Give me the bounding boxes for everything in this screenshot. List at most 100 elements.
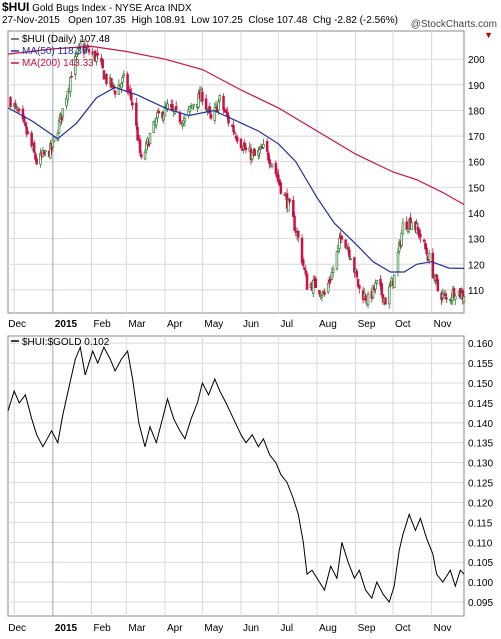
candle-body — [344, 239, 347, 248]
candle-up — [462, 291, 466, 305]
open-value: 107.35 — [95, 15, 126, 26]
candle-up — [331, 265, 335, 277]
price-candles — [9, 39, 466, 309]
candle-body — [314, 278, 317, 289]
candle-body — [70, 75, 73, 78]
candle-up — [121, 75, 124, 87]
candle-body — [326, 283, 330, 293]
candle-body — [392, 274, 396, 289]
candle-down — [136, 122, 139, 141]
candle-body — [355, 270, 359, 278]
candle-body — [96, 53, 99, 56]
candle-body — [171, 104, 174, 110]
x-tick-label: Feb — [93, 319, 111, 330]
candle-body — [353, 257, 356, 273]
candle-down — [17, 108, 21, 114]
ratio-tick-label: 0.155 — [468, 359, 493, 370]
candle-up — [270, 163, 274, 169]
price-tick-label: 190 — [468, 81, 485, 92]
candle-body — [126, 74, 129, 92]
candle-body — [183, 117, 187, 122]
candle-body — [105, 73, 108, 84]
candle-body — [87, 49, 91, 53]
candle-body — [349, 258, 352, 260]
candle-up — [61, 108, 65, 123]
candle-body — [121, 77, 124, 83]
candle-down — [265, 138, 269, 155]
candle-body — [374, 282, 377, 290]
candle-body — [206, 109, 209, 112]
candle-body — [387, 286, 391, 305]
candle-body — [174, 105, 178, 111]
candle-body — [304, 270, 308, 275]
x-tick-label: Jul — [280, 319, 293, 330]
candle-up — [217, 98, 220, 115]
candle-body — [192, 104, 195, 107]
candle-body — [85, 47, 88, 51]
candle-body — [380, 283, 384, 296]
candle-body — [140, 153, 143, 158]
candle-body — [445, 297, 448, 300]
candle-body — [240, 149, 244, 151]
candle-body — [148, 133, 152, 144]
candle-down — [253, 147, 256, 156]
candle-body — [217, 101, 220, 111]
candle-body — [244, 147, 248, 151]
candle-down — [201, 87, 204, 106]
x-tick-label: Nov — [434, 319, 452, 330]
candle-up — [262, 138, 265, 150]
chart-header-quote: 27-Nov-2015 Open 107.35 High 108.91 Low … — [2, 15, 398, 26]
candle-body — [137, 137, 141, 140]
ratio-tick-label: 0.110 — [468, 538, 493, 549]
candle-body — [52, 136, 56, 142]
legend-ma50: MA(50) 118.39 — [22, 46, 88, 57]
candle-body — [233, 132, 237, 134]
candle-body — [110, 77, 113, 88]
price-tick-label: 180 — [468, 106, 485, 117]
candle-body — [384, 297, 387, 305]
chg-value: -2.82 (-2.56%) — [334, 15, 398, 26]
candle-body — [156, 112, 159, 119]
candle-body — [431, 252, 435, 279]
candle-body — [410, 222, 413, 230]
candle-body — [17, 108, 21, 111]
candle-body — [366, 293, 370, 306]
candle-body — [323, 291, 326, 295]
candle-body — [305, 273, 309, 290]
candle-down — [353, 256, 356, 278]
x-tick-label: Dec — [8, 623, 26, 634]
candle-up — [375, 279, 379, 285]
candle-body — [401, 222, 405, 235]
candle-up — [218, 94, 222, 104]
candle-down — [113, 89, 117, 98]
x-tick-label: 2015 — [55, 319, 78, 330]
legend-ma200: MA(200) 143.33 — [22, 58, 94, 69]
x-tick-label: May — [204, 319, 223, 330]
ratio-tick-label: 0.150 — [468, 379, 493, 390]
open-label: Open — [68, 15, 93, 26]
candle-down — [235, 135, 239, 144]
candle-body — [454, 295, 457, 300]
candle-down — [436, 275, 440, 293]
price-tick-label: 200 — [468, 55, 485, 66]
exchange: INDX — [167, 3, 192, 14]
candle-down — [9, 95, 12, 108]
candle-down — [87, 45, 91, 56]
candle-body — [267, 152, 270, 161]
candle-up — [143, 148, 147, 161]
candle-body — [302, 259, 305, 266]
candle-up — [387, 282, 391, 309]
candle-down — [305, 271, 309, 290]
x-tick-label: Feb — [93, 623, 111, 634]
candle-body — [419, 233, 422, 238]
candle-down — [358, 284, 361, 294]
x-tick-label: Sep — [358, 623, 376, 634]
candle-down — [25, 121, 28, 138]
x-tick-label: Apr — [167, 319, 183, 330]
candle-body — [311, 280, 315, 294]
candle-down — [348, 246, 351, 261]
price-tick-label: 150 — [468, 183, 485, 194]
candle-up — [52, 136, 56, 143]
candle-body — [297, 230, 300, 238]
